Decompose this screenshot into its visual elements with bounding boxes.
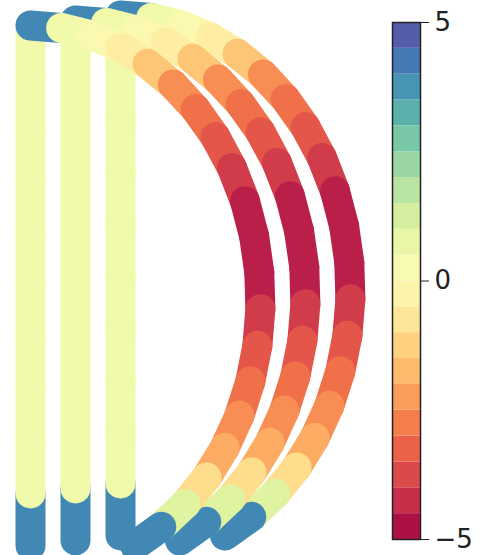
svg-text:5: 5 [435, 7, 452, 37]
svg-text:−5: −5 [435, 524, 473, 554]
svg-text:0: 0 [435, 265, 452, 295]
